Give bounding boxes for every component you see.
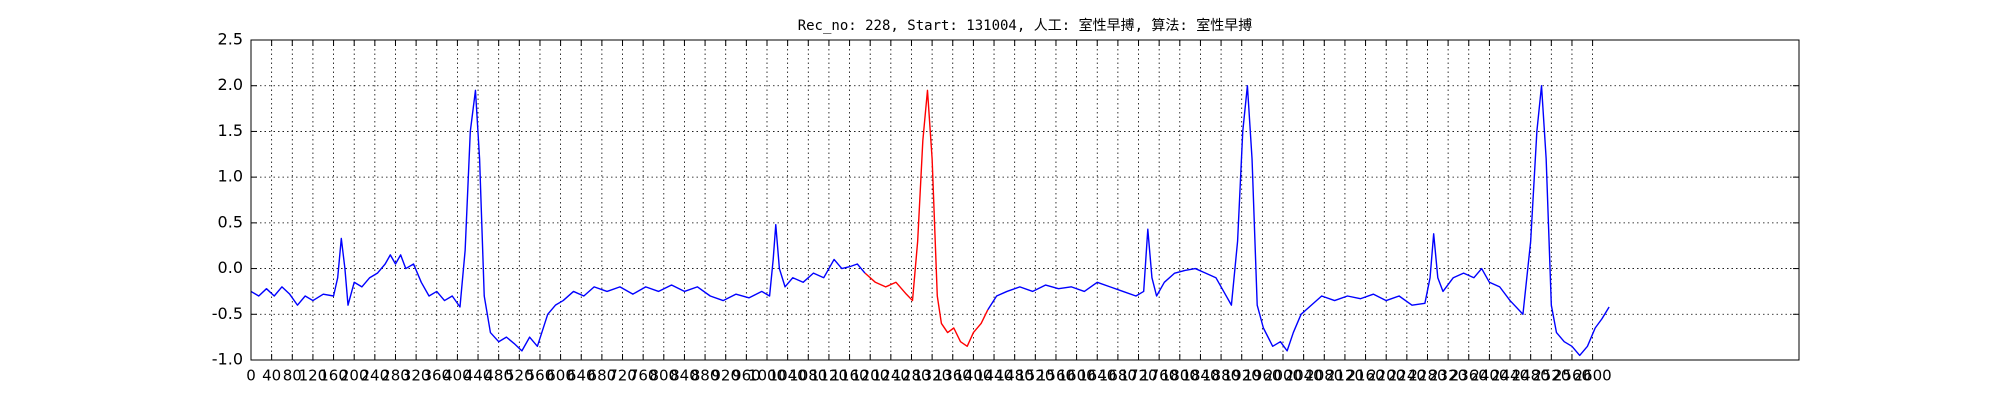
y-tick-label: -0.5 <box>212 304 243 323</box>
x-tick-label: 1560 <box>1037 367 1075 385</box>
x-tick-label: 2400 <box>1470 367 1508 385</box>
y-tick-label: 0.5 <box>218 212 243 231</box>
x-tick-label: 1080 <box>789 367 827 385</box>
x-tick-label: 1280 <box>892 367 930 385</box>
x-tick-label: 880 <box>691 367 720 385</box>
x-tick-label: 1320 <box>913 367 951 385</box>
plot-frame <box>250 39 1800 361</box>
x-tick-label: 1760 <box>1140 367 1178 385</box>
chart-title: Rec_no: 228, Start: 131004, 人工: 室性早搏, 算法… <box>798 17 1253 34</box>
x-tick-label: 320 <box>402 367 431 385</box>
x-tick-label: 560 <box>526 367 555 385</box>
x-tick-label: 1800 <box>1161 367 1199 385</box>
x-tick-label: 1480 <box>996 367 1034 385</box>
x-tick-label: 440 <box>464 367 493 385</box>
x-tick-label: 1520 <box>1016 367 1054 385</box>
x-tick-label: 1920 <box>1223 367 1261 385</box>
x-tick-label: 2000 <box>1264 367 1302 385</box>
x-tick-label: 1160 <box>830 367 868 385</box>
x-tick-label: 2280 <box>1408 367 1446 385</box>
x-tick-label: 0 <box>246 367 256 385</box>
signal-line <box>864 89 989 347</box>
y-tick-label: 1.5 <box>218 121 243 140</box>
x-tick-label: 1360 <box>934 367 972 385</box>
x-tick-label: 960 <box>732 367 761 385</box>
x-tick-label: 2560 <box>1553 367 1591 385</box>
x-tick-label: 400 <box>443 367 472 385</box>
x-tick-label: 1680 <box>1099 367 1137 385</box>
x-tick-label: 480 <box>484 367 513 385</box>
x-tick-label: 720 <box>608 367 637 385</box>
x-tick-label: 2200 <box>1367 367 1405 385</box>
x-tick-label: 520 <box>505 367 534 385</box>
x-tick-label: 2160 <box>1346 367 1384 385</box>
x-tick-label: 1120 <box>810 367 848 385</box>
x-tick-label: 240 <box>361 367 390 385</box>
x-tick-label: 160 <box>319 367 348 385</box>
x-tick-label: 1960 <box>1243 367 1281 385</box>
y-tick-label: 2.0 <box>218 75 243 94</box>
x-tick-label: 1400 <box>954 367 992 385</box>
x-tick-label: 1640 <box>1078 367 1116 385</box>
x-tick-label: 800 <box>649 367 678 385</box>
y-tick-label: 0.0 <box>218 258 243 277</box>
x-tick-label: 2040 <box>1285 367 1323 385</box>
x-tick-label: 120 <box>299 367 328 385</box>
x-tick-label: 1240 <box>872 367 910 385</box>
x-tick-label: 1440 <box>975 367 1013 385</box>
x-tick-label: 760 <box>629 367 658 385</box>
x-tick-label: 1720 <box>1119 367 1157 385</box>
x-tick-label: 1040 <box>769 367 807 385</box>
x-tick-label: 200 <box>340 367 369 385</box>
x-tick-label: 2480 <box>1512 367 1550 385</box>
x-tick-label: 2320 <box>1429 367 1467 385</box>
x-tick-label: 1840 <box>1181 367 1219 385</box>
x-tick-label: 2600 <box>1574 367 1612 385</box>
x-tick-label: 1880 <box>1202 367 1240 385</box>
y-tick-label: 1.0 <box>218 167 243 186</box>
x-tick-label: 2520 <box>1532 367 1570 385</box>
x-tick-label: 1000 <box>748 367 786 385</box>
x-tick-label: 600 <box>546 367 575 385</box>
x-tick-label: 2360 <box>1450 367 1488 385</box>
x-tick-label: 2240 <box>1388 367 1426 385</box>
x-tick-label: 2080 <box>1305 367 1343 385</box>
x-tick-label: 840 <box>670 367 699 385</box>
x-tick-label: 2440 <box>1491 367 1529 385</box>
y-tick-label: -1.0 <box>212 350 243 369</box>
x-tick-label: 1600 <box>1058 367 1096 385</box>
x-tick-label: 80 <box>283 367 302 385</box>
x-tick-label: 280 <box>381 367 410 385</box>
x-tick-label: 2120 <box>1326 367 1364 385</box>
x-tick-label: 40 <box>262 367 281 385</box>
signal-line <box>250 85 1610 357</box>
x-tick-label: 360 <box>422 367 451 385</box>
x-tick-label: 640 <box>567 367 596 385</box>
x-tick-label: 680 <box>588 367 617 385</box>
x-tick-label: 1200 <box>851 367 889 385</box>
y-tick-label: 2.5 <box>218 30 243 49</box>
x-tick-label: 920 <box>711 367 740 385</box>
